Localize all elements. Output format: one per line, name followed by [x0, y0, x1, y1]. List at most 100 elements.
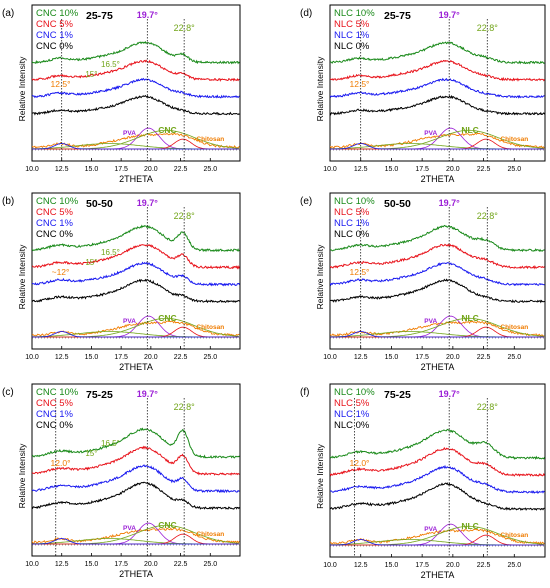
y-axis-title: Relative Intensity: [315, 443, 325, 508]
x-tick-label: 25.0: [507, 562, 521, 569]
x-axis-title: 2THETA: [119, 174, 153, 184]
peak-annotation: 19.7°: [137, 198, 159, 208]
x-tick-label: 12.5: [354, 354, 368, 361]
x-tick-label: 22.5: [477, 166, 491, 173]
x-tick-label: 15.0: [385, 354, 399, 361]
amorphous-fit-peak: [330, 144, 544, 150]
series-line-cnc-0-: [32, 482, 240, 509]
x-tick-label: 17.5: [114, 166, 128, 173]
panel-label: (a): [2, 8, 14, 19]
x-tick-label: 10.0: [25, 561, 39, 568]
series-line-nlc-1-: [330, 466, 545, 493]
series-line-cnc-10-: [32, 429, 240, 458]
panel-c: 10.0 12.5 15.0 17.5 20.0 22.5 25.0 2THETA Relati…: [2, 384, 240, 579]
legend-entry: CNC 1%: [36, 409, 74, 420]
legend-entry: CNC 10%: [36, 387, 79, 398]
x-tick-label: 12.5: [354, 562, 368, 569]
low-angle-fit-peak: [330, 144, 544, 150]
x-tick-label: 12.5: [55, 561, 69, 568]
legend-entry: NLC 5%: [334, 398, 370, 409]
x-axis-title: 2THETA: [119, 569, 153, 579]
low-angle-fit-peak: [32, 332, 239, 338]
x-tick-label: 12.5: [354, 166, 368, 173]
blend-ratio-label: 75-25: [86, 389, 113, 401]
legend-entry: NLC 10%: [334, 196, 375, 207]
y-axis-title: Relative Intensity: [315, 244, 325, 309]
panel-b: 10.0 12.5 15.0 17.5 20.0 22.5 25.0 2THETA Relati…: [2, 193, 240, 372]
chitosan-label: Chitosan: [500, 136, 528, 143]
x-tick-label: 25.0: [203, 166, 217, 173]
peak-annotation: 19.7°: [137, 389, 159, 399]
x-tick-label: 17.5: [415, 166, 429, 173]
x-tick-label: 22.5: [174, 166, 188, 173]
pva-label: PVA: [424, 526, 437, 533]
pva-label: PVA: [123, 318, 136, 325]
legend-entry: NLC 5%: [334, 207, 370, 218]
pva-label: PVA: [424, 318, 437, 325]
legend-entry: CNC 1%: [36, 218, 74, 229]
x-tick-label: 10.0: [323, 166, 337, 173]
series-line-nlc-5-: [330, 244, 545, 268]
x-tick-label: 20.0: [446, 354, 460, 361]
x-tick-label: 15.0: [385, 562, 399, 569]
panel-label: (c): [2, 387, 14, 398]
legend-entry: NLC 1%: [334, 30, 370, 41]
series-line-cnc-0-: [32, 96, 240, 115]
filler-label: NLC: [461, 125, 478, 135]
chitosan-label: Chitosan: [196, 136, 224, 143]
x-tick-label: 25.0: [203, 561, 217, 568]
peak-annotation: 15°: [85, 449, 97, 458]
legend-entry: CNC 0%: [36, 41, 74, 52]
x-tick-label: 25.0: [203, 354, 217, 361]
x-tick-label: 12.5: [55, 354, 69, 361]
x-tick-label: 20.0: [446, 166, 460, 173]
peak-annotation: 22.8°: [477, 23, 499, 33]
panel-f: 10.0 12.5 15.0 17.5 20.0 22.5 25.0 2THETA Relati…: [300, 384, 545, 580]
y-axis-title: Relative Intensity: [17, 244, 27, 309]
x-tick-label: 25.0: [507, 166, 521, 173]
blend-ratio-label: 25-75: [384, 10, 411, 22]
panel-label: (f): [300, 387, 309, 398]
blend-ratio-label: 25-75: [86, 10, 113, 22]
panel-label: (e): [300, 196, 312, 207]
x-tick-label: 22.5: [174, 354, 188, 361]
series-line-cnc-5-: [32, 60, 240, 80]
peak-annotation: ~12°: [52, 267, 70, 277]
peak-annotation: 16.5°: [101, 248, 120, 257]
panel-label: (d): [300, 8, 312, 19]
legend-entry: NLC 10%: [334, 387, 375, 398]
peak-annotation: 19.7°: [137, 10, 159, 20]
legend-entry: NLC 0%: [334, 420, 370, 431]
x-tick-label: 17.5: [114, 354, 128, 361]
peak-annotation: 12.5°: [350, 79, 370, 89]
legend-entry: NLC 1%: [334, 218, 370, 229]
pva-label: PVA: [123, 130, 136, 137]
peak-annotation: 22.8°: [477, 402, 499, 412]
filler-label: NLC: [461, 313, 478, 323]
series-line-nlc-10-: [330, 429, 545, 458]
blend-ratio-label: 75-25: [384, 389, 411, 401]
legend-entry: NLC 0%: [334, 229, 370, 240]
chitosan-label: Chitosan: [500, 324, 528, 331]
legend-entry: CNC 5%: [36, 207, 74, 218]
x-tick-label: 15.0: [385, 166, 399, 173]
chitosan-label: Chitosan: [500, 532, 528, 539]
panel-e: 10.0 12.5 15.0 17.5 20.0 22.5 25.02THETARelati…: [300, 193, 545, 372]
peak-annotation: 22.8°: [174, 23, 196, 33]
legend-entry: NLC 5%: [334, 19, 370, 30]
chitosan-label: Chitosan: [196, 531, 224, 538]
y-axis-title: Relative Intensity: [315, 56, 325, 121]
filler-label: CNC: [158, 125, 176, 135]
legend-entry: NLC 0%: [334, 41, 370, 52]
x-tick-label: 17.5: [114, 561, 128, 568]
panel-d: 10.0 12.5 15.0 17.5 20.0 22.5 25.0 2THETA Relati…: [300, 5, 545, 184]
legend-entry: CNC 5%: [36, 398, 74, 409]
x-tick-label: 15.0: [85, 166, 99, 173]
x-tick-label: 10.0: [323, 562, 337, 569]
pva-label: PVA: [123, 525, 136, 532]
x-tick-label: 22.5: [477, 354, 491, 361]
peak-annotation: 12.5°: [350, 267, 370, 277]
x-tick-label: 15.0: [85, 561, 99, 568]
legend-entry: CNC 10%: [36, 196, 79, 207]
filler-label: CNC: [158, 520, 176, 530]
